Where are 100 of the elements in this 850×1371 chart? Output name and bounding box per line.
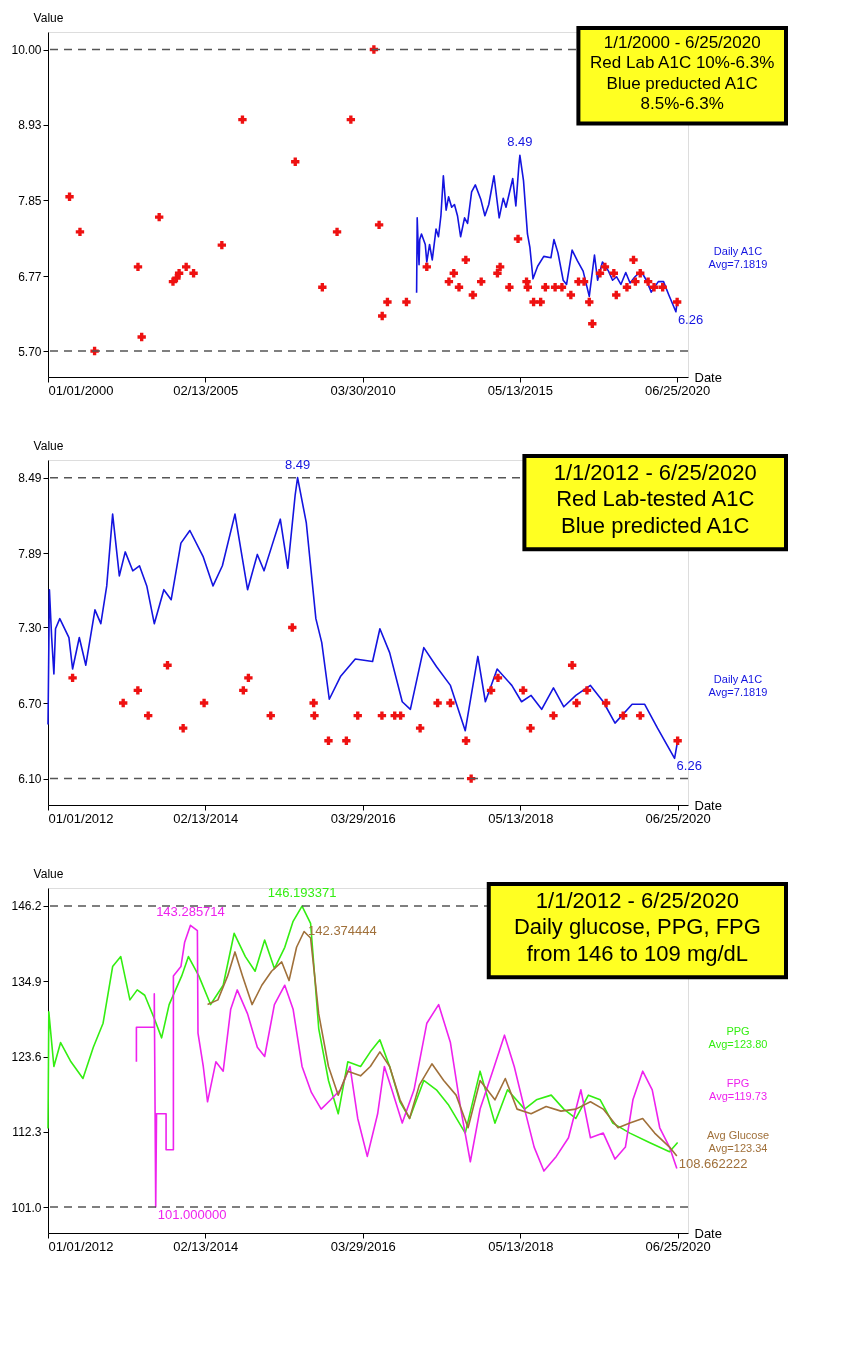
y-tick-label: 6.10 [18, 772, 42, 787]
y-axis-title: Value [33, 10, 64, 25]
point [155, 212, 164, 222]
annotation: 6.26 [677, 311, 704, 327]
point [526, 724, 535, 733]
point [309, 698, 318, 708]
annotation: 6.26 [676, 758, 702, 774]
point [582, 686, 592, 695]
x-tick-label: 02/13/2014 [173, 1238, 239, 1254]
point [324, 736, 333, 745]
y-axis-title: Value [33, 866, 64, 881]
text: Daily A1C Avg=7.1819 [708, 672, 768, 698]
point [468, 290, 478, 300]
point [477, 277, 486, 286]
x-axis-title: Date [694, 797, 722, 813]
text: 1/1/2000 - 6/25/2020 Red Lab A1C 10%-6.3% Blue preducted A1C 8.5%-6.3% [590, 33, 775, 114]
annotation: 146.193371 [267, 885, 337, 901]
point [595, 269, 605, 278]
x-tick-label: 06/25/2020 [645, 382, 711, 398]
x-tick-label: 01/01/2012 [48, 810, 114, 826]
point [518, 686, 528, 695]
point [649, 283, 659, 292]
y-tick-label: 6.77 [18, 269, 42, 284]
point [75, 227, 85, 237]
point [585, 297, 594, 307]
y-tick-label: 134.9 [11, 974, 42, 989]
point [557, 283, 567, 292]
point [383, 297, 392, 307]
point [454, 283, 464, 292]
point [353, 711, 362, 720]
text: 1/1/2012 - 6/25/2020 Daily glucose, PPG, FPG from 146 to 109 mg/dL [513, 888, 761, 966]
point [244, 673, 253, 683]
point [446, 698, 455, 708]
point [622, 283, 632, 292]
point [461, 255, 470, 265]
point [550, 283, 560, 292]
y-tick-label: 112.3 [12, 1125, 42, 1140]
point [567, 661, 577, 670]
point [374, 220, 384, 230]
point [318, 283, 327, 292]
point [495, 262, 505, 272]
point [396, 711, 405, 720]
point [310, 711, 319, 720]
text: Daily A1C Avg=7.1819 [708, 244, 768, 270]
text: FPG Avg=119.73 [708, 1077, 768, 1102]
text: PPG Avg=123.80 [708, 1025, 768, 1050]
annotation: 8.49 [507, 134, 533, 150]
annotation: 101.000000 [157, 1207, 227, 1223]
point [239, 686, 248, 695]
x-tick-label: 05/13/2018 [488, 810, 554, 826]
point [378, 311, 387, 321]
y-tick-label: 146.2 [11, 899, 42, 914]
x-tick-label: 01/01/2012 [48, 1238, 114, 1254]
point [174, 269, 184, 278]
annotation: 108.662222 [678, 1156, 748, 1172]
point [163, 661, 172, 670]
point [238, 115, 247, 124]
x-tick-label: 01/01/2000 [48, 382, 114, 398]
point [513, 234, 523, 244]
y-tick-label: 7.89 [18, 546, 42, 561]
point [461, 736, 471, 745]
point [346, 115, 356, 124]
point [673, 736, 682, 745]
point [643, 277, 653, 286]
y-tick-label: 10.00 [11, 43, 42, 58]
point [178, 724, 188, 733]
point [181, 262, 191, 272]
point [133, 686, 143, 695]
x-tick-label: 05/13/2015 [487, 382, 553, 398]
y-tick-label: 6.70 [18, 696, 42, 711]
point [332, 227, 342, 237]
annotation: 143.285714 [156, 904, 225, 920]
x-tick-label: 03/29/2016 [330, 1238, 396, 1254]
x-tick-label: 06/25/2020 [645, 1238, 711, 1254]
point [579, 277, 589, 286]
x-tick-label: 02/13/2014 [173, 810, 239, 826]
x-tick-label: 03/29/2016 [330, 810, 396, 826]
point [133, 262, 143, 272]
point [422, 262, 431, 272]
annotation: 8.49 [284, 456, 311, 472]
text: 1/1/2012 - 6/25/2020 Red Lab-tested A1C Blue predicted A1C [553, 460, 757, 538]
x-tick-label: 05/13/2018 [488, 1238, 554, 1254]
point [119, 698, 128, 708]
point [415, 724, 425, 733]
point [199, 698, 209, 708]
point [572, 698, 581, 708]
x-axis-title: Date [694, 1225, 722, 1241]
point [377, 711, 387, 720]
point [144, 711, 153, 720]
point [618, 711, 628, 720]
x-axis-title: Date [694, 369, 722, 385]
point [566, 290, 576, 300]
point [68, 673, 77, 683]
y-tick-label: 8.93 [18, 118, 42, 133]
point [433, 698, 442, 708]
point [137, 332, 146, 342]
point [402, 297, 411, 307]
y-tick-label: 101.0 [11, 1200, 42, 1215]
x-tick-label: 06/25/2020 [645, 810, 711, 826]
point [486, 686, 496, 695]
